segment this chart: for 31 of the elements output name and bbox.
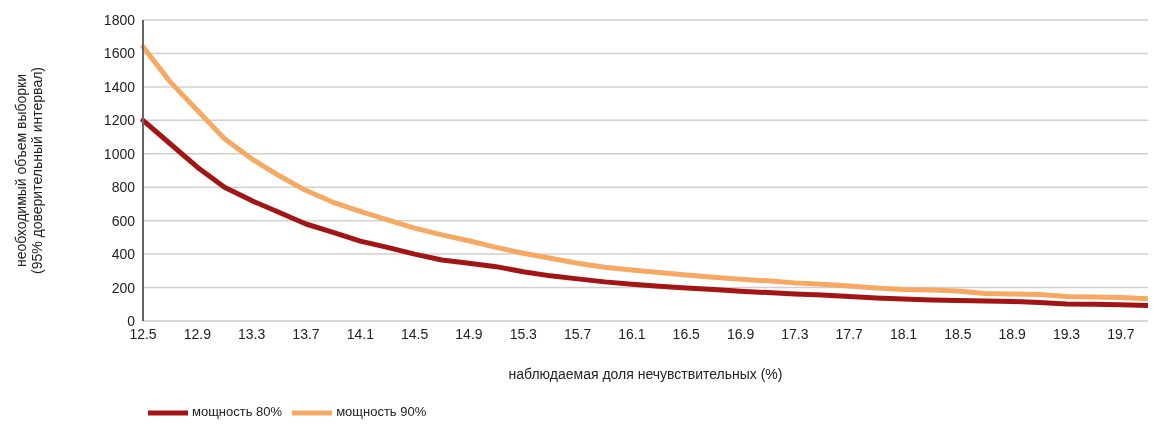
y-tick-label: 1000 (103, 145, 136, 162)
x-tick-label: 17.7 (835, 325, 864, 342)
x-tick-label: 13.3 (238, 325, 266, 342)
x-tick-label: 16.1 (618, 325, 646, 342)
x-axis-title: наблюдаемая доля нечувствительных (%) (508, 366, 783, 382)
y-tick-label: 1600 (103, 45, 136, 62)
x-tick-label: 16.9 (726, 325, 755, 342)
x-tick-label: 14.1 (346, 325, 375, 342)
y-tick-label: 1200 (103, 112, 136, 129)
legend-label: мощность 80% (192, 404, 283, 420)
x-tick-label: 13.7 (292, 325, 320, 342)
x-tick-label: 15.7 (563, 325, 592, 342)
x-tick-label: 18.5 (944, 325, 972, 342)
y-tick-label: 800 (111, 179, 136, 196)
x-tick-label: 14.5 (401, 325, 429, 342)
x-tick-label: 18.9 (998, 325, 1027, 342)
y-tick-label: 400 (111, 246, 136, 263)
y-tick-label: 1400 (103, 78, 136, 95)
y-tick-label: 600 (111, 212, 136, 229)
y-tick-label: 200 (111, 279, 136, 296)
x-tick-label: 15.3 (509, 325, 538, 342)
x-tick-label: 18.1 (889, 325, 918, 342)
x-tick-label: 17.3 (781, 325, 809, 342)
x-tick-label: 16.5 (672, 325, 701, 342)
x-tick-label: 19.7 (1107, 325, 1135, 342)
legend-label: мощность 90% (336, 404, 427, 420)
x-tick-label: 19.3 (1052, 325, 1081, 342)
y-axis-title: необходимый объем выборки (95% доверительный интервал) (13, 66, 45, 275)
y-tick-label: 1800 (103, 11, 136, 28)
x-tick-label: 12.9 (183, 325, 212, 342)
x-tick-label: 14.9 (455, 325, 483, 342)
